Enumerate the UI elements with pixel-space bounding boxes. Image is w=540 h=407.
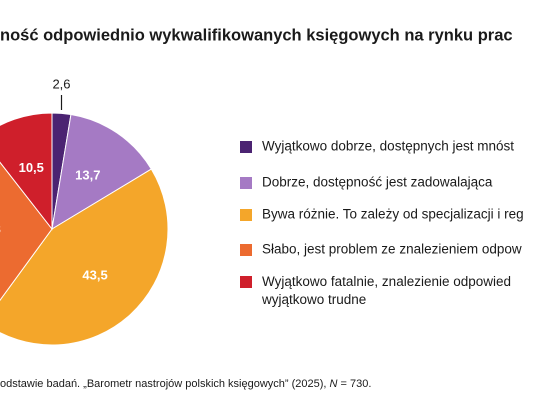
legend-line: Wyjątkowo fatalnie, znalezienie odpowied [262,274,511,289]
pie-slice [51,113,153,230]
source-n: N [330,378,338,390]
data-label: 43,5 [82,267,107,282]
legend-label: Wyjątkowo fatalnie, znalezienie odpowied… [261,274,511,307]
data-label: 13,7 [75,168,100,183]
source-suffix: = 730. [338,378,372,390]
legend-label: Dobrze, dostępność jest zadowalająca [262,175,493,190]
chart-title: ność odpowiednio wykwalifikowanych księg… [0,26,513,44]
data-label: 2,6 [52,76,70,91]
source-note: odstawie badań. „Barometr nastrojów pols… [0,378,371,390]
pie-slice [0,112,53,231]
legend-swatch [240,141,252,153]
legend-swatch [240,276,252,288]
pie-slice [0,161,53,302]
source-prefix: odstawie badań. „Barometr nastrojów pols… [0,378,330,390]
data-label: 29,3 [0,221,1,236]
legend-label: Bywa różnie. To zależy od specjalizacji … [262,207,524,222]
legend-swatch [240,209,252,221]
pie-slice [0,168,169,346]
legend-label: Słabo, jest problem ze znalezieniem odpo… [262,242,522,257]
data-label: 10,5 [19,160,44,175]
legend-label: Wyjątkowo dobrze, dostępnych jest mnóst [262,139,514,154]
legend-swatch [240,244,252,256]
legend-swatch [240,177,252,189]
legend-line: wyjątkowo trudne [261,292,366,307]
